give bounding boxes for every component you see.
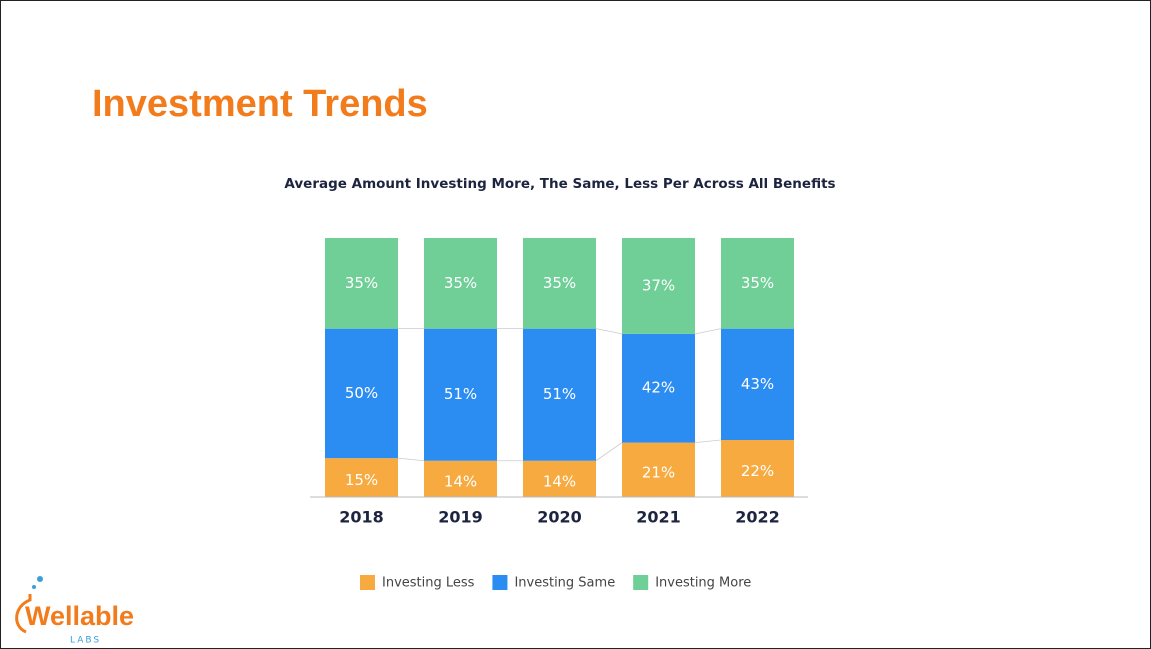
- connector: [694, 328, 722, 335]
- bar-segment: [424, 238, 497, 329]
- connector: [694, 439, 722, 444]
- x-tick-label: 2018: [339, 508, 384, 527]
- value-label: 37%: [642, 276, 675, 294]
- value-label: 35%: [741, 274, 774, 292]
- value-label: 51%: [444, 385, 477, 403]
- logo: Wellable LABS: [15, 576, 134, 646]
- logo-sub: LABS: [70, 636, 101, 646]
- x-tick-label: 2019: [438, 508, 483, 527]
- legend-label: Investing Same: [514, 576, 615, 591]
- legend-swatch: [633, 575, 649, 590]
- bar-segment: [523, 238, 596, 329]
- value-label: 21%: [642, 463, 675, 481]
- bar-segment: [622, 238, 695, 334]
- logo-name: Wellable: [25, 601, 134, 631]
- legend-swatch: [360, 575, 375, 590]
- connector: [595, 442, 623, 462]
- legend-label: Investing Less: [382, 576, 475, 591]
- value-label: 35%: [543, 274, 576, 292]
- bar-segment: [424, 460, 497, 497]
- value-label: 35%: [345, 274, 378, 292]
- value-label: 14%: [444, 472, 477, 490]
- bar-segment: [325, 458, 398, 497]
- logo-bubble: [37, 576, 43, 582]
- page-title: Investment Trends: [92, 83, 428, 125]
- value-label: 43%: [741, 375, 774, 393]
- value-label: 50%: [345, 384, 378, 402]
- bar-segment: [622, 333, 695, 443]
- value-label: 22%: [741, 462, 774, 480]
- bar-segment: [721, 440, 794, 497]
- x-tick-label: 2021: [636, 508, 681, 527]
- x-tick-label: 2022: [735, 508, 780, 527]
- legend-label: Investing More: [655, 576, 751, 591]
- logo-bubble: [32, 585, 36, 589]
- value-label: 14%: [543, 472, 576, 490]
- value-label: 51%: [543, 385, 576, 403]
- bar-segment: [523, 460, 596, 497]
- chart-title: Average Amount Investing More, The Same,…: [284, 176, 835, 192]
- bar-segment: [325, 238, 398, 329]
- connector: [397, 457, 425, 462]
- bar-segment: [721, 328, 794, 441]
- logo-flask: [15, 594, 32, 634]
- bar-segment: [523, 328, 596, 461]
- value-label: 15%: [345, 471, 378, 489]
- bar-segment: [325, 328, 398, 459]
- x-tick-label: 2020: [537, 508, 582, 527]
- bar-segment: [622, 442, 695, 497]
- value-label: 42%: [642, 379, 675, 397]
- connector: [595, 328, 623, 335]
- value-label: 35%: [444, 274, 477, 292]
- bar-segment: [424, 328, 497, 461]
- legend-swatch: [492, 575, 508, 590]
- bar-segment: [721, 238, 794, 329]
